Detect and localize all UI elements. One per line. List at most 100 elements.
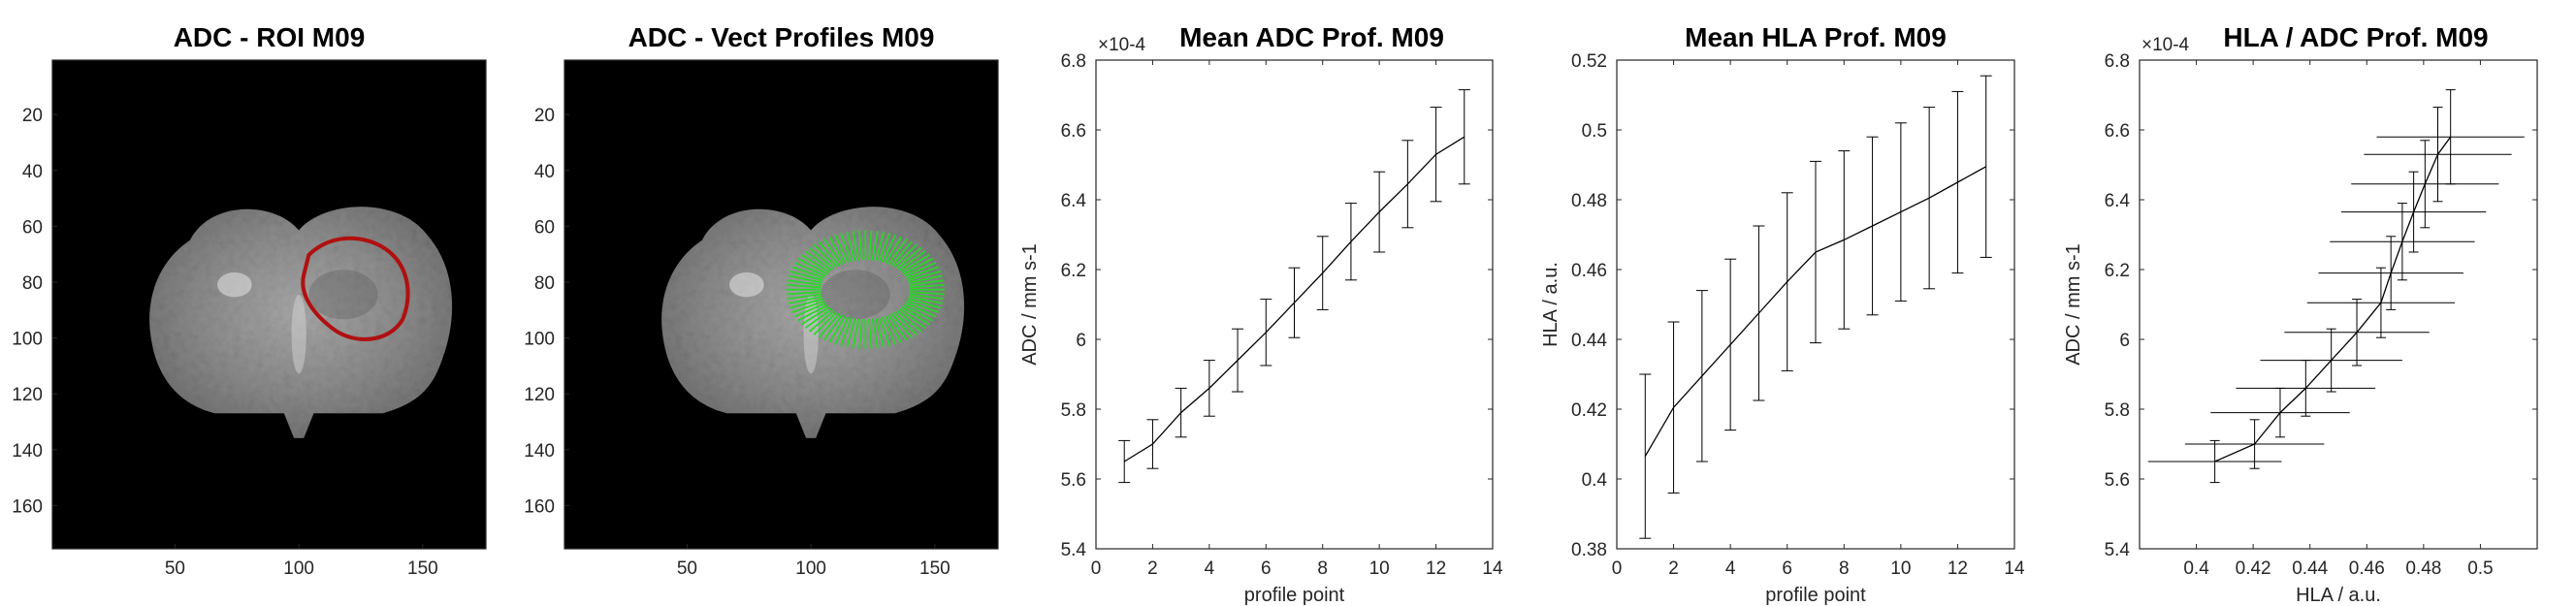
x-tick-label: 0.5 bbox=[2467, 558, 2493, 579]
error-bar bbox=[1232, 328, 1244, 393]
profile-vector bbox=[875, 231, 886, 262]
profile-vector bbox=[904, 262, 937, 277]
y-tick-label: 0.52 bbox=[1571, 51, 1607, 72]
error-bar bbox=[1288, 267, 1301, 338]
error-bar bbox=[1951, 90, 1964, 274]
profile-vector bbox=[808, 309, 835, 333]
panel-title: HLA / ADC Prof. M09 bbox=[2223, 22, 2488, 52]
profile-vector bbox=[818, 240, 840, 267]
error-bar bbox=[1639, 373, 1652, 539]
profile-vector bbox=[800, 253, 830, 273]
y-axis-label: ADC / mm s-1 bbox=[2063, 243, 2084, 366]
error-cross bbox=[2340, 171, 2487, 253]
y-tick-label: 100 bbox=[524, 330, 555, 350]
profile-vector bbox=[908, 295, 943, 304]
brain-slice bbox=[149, 207, 453, 438]
x-axis-label: HLA / a.u. bbox=[2296, 585, 2381, 606]
exponent-label: ×10-4 bbox=[1098, 35, 1146, 55]
y-tick-label: 120 bbox=[12, 385, 43, 405]
profile-vector bbox=[898, 250, 926, 271]
error-cross bbox=[2260, 328, 2402, 393]
x-tick-label: 50 bbox=[677, 558, 697, 579]
profile-vector bbox=[789, 298, 823, 309]
x-axis-label: profile point bbox=[1765, 585, 1866, 606]
y-tick-label: 6.8 bbox=[2105, 51, 2130, 72]
profile-vector bbox=[882, 234, 897, 263]
error-bar bbox=[1316, 236, 1329, 310]
profile-vector bbox=[786, 291, 821, 296]
profile-vector bbox=[808, 246, 835, 270]
profile-vector bbox=[904, 302, 937, 318]
profile-vector bbox=[846, 231, 856, 262]
error-bar bbox=[1260, 299, 1272, 367]
profile-vector bbox=[893, 243, 918, 269]
x-tick-label: 4 bbox=[1205, 558, 1215, 579]
y-tick-label: 6.8 bbox=[1061, 51, 1086, 72]
profile-vector bbox=[852, 318, 859, 349]
y-tick-label: 20 bbox=[534, 106, 555, 126]
x-tick-label: 14 bbox=[1482, 558, 1503, 579]
error-bar bbox=[1373, 171, 1386, 253]
y-tick-label: 6 bbox=[2119, 331, 2130, 351]
profile-vector bbox=[840, 317, 853, 347]
y-tick-label: 6 bbox=[1076, 331, 1086, 351]
profile-vector bbox=[875, 318, 886, 348]
error-cross bbox=[2284, 299, 2430, 367]
error-cross bbox=[2364, 107, 2512, 203]
profile-vector bbox=[878, 317, 891, 347]
x-tick-label: 4 bbox=[1725, 558, 1736, 579]
error-bar bbox=[1667, 321, 1680, 494]
profile-vector bbox=[871, 231, 879, 261]
profile-vector bbox=[896, 246, 922, 270]
profile-vector bbox=[787, 279, 822, 286]
profile-vector bbox=[893, 311, 918, 335]
x-tick-label: 0 bbox=[1612, 558, 1623, 579]
y-tick-label: 80 bbox=[22, 273, 43, 294]
error-bar bbox=[1430, 107, 1442, 203]
axes-frame bbox=[51, 59, 487, 550]
y-tick-label: 5.4 bbox=[2105, 540, 2131, 560]
y-axis-label: HLA / a.u. bbox=[1540, 262, 1562, 347]
y-tick-label: 5.8 bbox=[2105, 400, 2130, 421]
y-tick-label: 40 bbox=[22, 162, 43, 182]
profile-vector bbox=[834, 316, 850, 345]
profile-vector bbox=[885, 236, 903, 264]
x-tick-label: 0.44 bbox=[2292, 558, 2328, 579]
error-bar bbox=[1724, 258, 1737, 431]
error-bar bbox=[1866, 136, 1879, 316]
axes-frame bbox=[2139, 59, 2538, 550]
profile-vector bbox=[909, 291, 945, 296]
profile-vector bbox=[887, 238, 908, 266]
profile-vector bbox=[787, 293, 822, 301]
brain-lesion bbox=[821, 270, 890, 320]
error-bar bbox=[1781, 192, 1793, 371]
panel-1: 20 40 60 80 100 120 140 160 50 100 150 ADC - ROI M0… bbox=[12, 22, 487, 579]
profile-vector bbox=[885, 315, 903, 343]
brain-bright-spot bbox=[729, 271, 764, 298]
profile-vector bbox=[794, 302, 826, 318]
profile-vector bbox=[909, 284, 945, 289]
error-bar bbox=[1923, 107, 1936, 290]
panel-5: 5.4 5.6 5.8 6 6.2 6.4 6.6 6.8 0.4 0.42 0.44 0.46 0.4… bbox=[2063, 22, 2538, 606]
profile-vector bbox=[822, 238, 843, 266]
y-tick-label: 0.46 bbox=[1571, 261, 1607, 281]
y-tick-label: 140 bbox=[524, 441, 555, 462]
y-tick-label: 160 bbox=[524, 496, 555, 517]
error-bar bbox=[1458, 89, 1470, 185]
profile-vector bbox=[902, 257, 934, 275]
profile-vector bbox=[786, 284, 821, 289]
y-tick-label: 5.6 bbox=[1061, 470, 1086, 491]
brain-bright-spot bbox=[217, 271, 252, 298]
profile-vector bbox=[813, 311, 838, 335]
profile-vector bbox=[822, 314, 843, 341]
profile-vector bbox=[840, 233, 853, 262]
profile-vector bbox=[789, 270, 823, 282]
x-tick-label: 8 bbox=[1317, 558, 1328, 579]
panel-4: 0.38 0.4 0.42 0.44 0.46 0.48 0.5 0.52 0 2 4 6 8 10 12 1… bbox=[1540, 22, 2025, 606]
x-tick-label: 150 bbox=[919, 558, 950, 579]
panel-title: ADC - Vect Profiles M09 bbox=[628, 22, 935, 52]
profile-vector bbox=[828, 236, 847, 264]
error-bar bbox=[1753, 225, 1765, 401]
profile-vector bbox=[804, 307, 832, 330]
y-tick-label: 20 bbox=[22, 106, 43, 126]
